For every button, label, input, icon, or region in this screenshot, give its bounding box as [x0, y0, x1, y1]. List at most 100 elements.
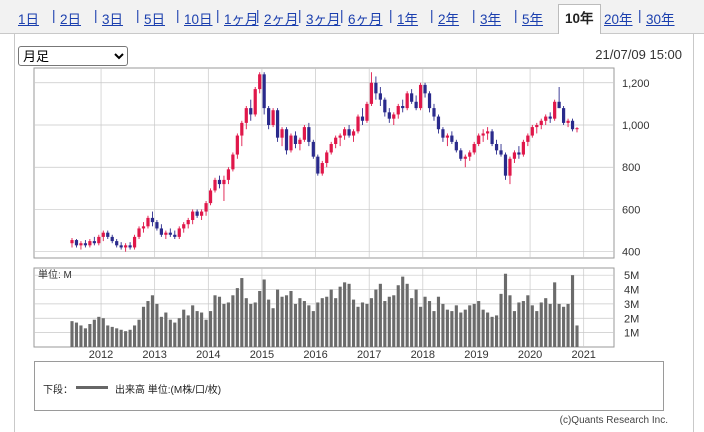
tab-12[interactable]: 5年 [522, 12, 544, 27]
candle-body [445, 135, 450, 138]
price-tick-label: 800 [622, 162, 640, 174]
x-tick-label: 2015 [250, 349, 274, 361]
tab-separator: | [298, 8, 302, 23]
candle-body [316, 156, 320, 174]
tab-7[interactable]: 3ヶ月 [306, 12, 341, 27]
volume-bar [231, 295, 235, 347]
legend-box: 下段： 出来高 単位:(M株/口/枚) [34, 361, 664, 411]
volume-bar [557, 303, 561, 347]
tab-14[interactable]: 20年 [604, 12, 633, 27]
volume-tick-label: 5M [624, 270, 639, 282]
volume-bar [293, 303, 298, 347]
candle-body [217, 179, 222, 185]
legend-volume-line [76, 386, 108, 389]
candle-body [423, 84, 427, 94]
volume-bar [329, 289, 333, 347]
candle-body [401, 106, 405, 109]
tab-11[interactable]: 3年 [480, 12, 502, 27]
tab-0[interactable]: 1日 [18, 12, 40, 27]
volume-bar [267, 299, 271, 347]
volume-bar [548, 303, 552, 347]
candle-body [494, 144, 499, 151]
tab-6[interactable]: 2ヶ月 [264, 12, 299, 27]
copyright: (c)Quants Research Inc. [559, 415, 668, 426]
x-tick-label: 2020 [518, 349, 542, 361]
tab-10[interactable]: 2年 [438, 12, 460, 27]
volume-bar [468, 305, 472, 347]
volume-bar [374, 289, 378, 347]
volume-bar [423, 296, 427, 347]
volume-bar [177, 318, 181, 347]
volume-bar [351, 299, 356, 347]
tab-5[interactable]: 1ヶ月 [224, 12, 259, 27]
volume-bar [419, 306, 423, 347]
volume-bar [106, 325, 110, 347]
candle-body [486, 131, 490, 134]
volume-bar [410, 298, 414, 347]
tab-separator: | [638, 8, 642, 23]
candle-body [499, 150, 503, 155]
x-tick-label: 2013 [142, 349, 166, 361]
candle-body [146, 217, 150, 227]
candle-body [343, 129, 347, 136]
tab-separator: | [216, 8, 220, 23]
volume-bar [325, 296, 329, 347]
candle-body [79, 243, 83, 246]
x-tick-label: 2017 [357, 349, 381, 361]
candle-body [311, 141, 315, 157]
volume-bar [79, 325, 83, 347]
volume-bar [463, 309, 467, 347]
candle-body [155, 222, 159, 229]
candle-body [173, 234, 177, 237]
volume-bar [213, 295, 217, 347]
volume-bar [302, 301, 306, 347]
candle-body [338, 135, 342, 138]
volume-bar [477, 301, 481, 347]
candle-body [137, 228, 141, 237]
price-plot-frame [33, 67, 615, 259]
candle-body [267, 108, 271, 125]
candle-body [124, 245, 128, 248]
candle-body [463, 156, 467, 159]
tab-9[interactable]: 1年 [397, 12, 419, 27]
candle-body [575, 128, 579, 130]
volume-bar [401, 276, 405, 347]
volume-bar [141, 306, 146, 347]
volume-bar [517, 302, 521, 347]
tab-2[interactable]: 3日 [102, 12, 124, 27]
candle-body [535, 125, 539, 128]
candle-body [503, 154, 508, 176]
volume-bar [575, 325, 579, 347]
tab-13[interactable]: 10年 [558, 4, 601, 34]
volume-bar [217, 296, 222, 347]
tab-8[interactable]: 6ヶ月 [348, 12, 383, 27]
volume-bar [208, 311, 213, 347]
tab-separator: | [430, 8, 434, 23]
tab-4[interactable]: 10日 [184, 12, 213, 27]
volume-bar [182, 309, 186, 347]
volume-bar [427, 301, 432, 347]
candle-body [150, 217, 155, 223]
volume-bar [137, 319, 141, 347]
volume-bar [159, 316, 163, 347]
candle-body [280, 129, 284, 138]
volume-bar [97, 316, 101, 347]
price-tick-label: 600 [622, 204, 640, 216]
candle-body [70, 240, 74, 244]
volume-bar [186, 315, 190, 347]
candle-period-select[interactable]: 月足 [18, 46, 128, 66]
volume-bar [369, 298, 373, 347]
candle-body [410, 93, 414, 102]
volume-bar [570, 275, 575, 347]
volume-bar [191, 305, 195, 347]
candle-body [432, 108, 436, 117]
volume-bar [526, 295, 530, 347]
volume-bar [110, 326, 114, 347]
volume-tick-label: 1M [624, 328, 639, 340]
volume-bar [499, 293, 503, 347]
tab-3[interactable]: 5日 [144, 12, 166, 27]
volume-bar [503, 273, 508, 347]
tab-15[interactable]: 30年 [646, 12, 675, 27]
volume-bar [360, 302, 365, 347]
tab-1[interactable]: 2日 [60, 12, 82, 27]
